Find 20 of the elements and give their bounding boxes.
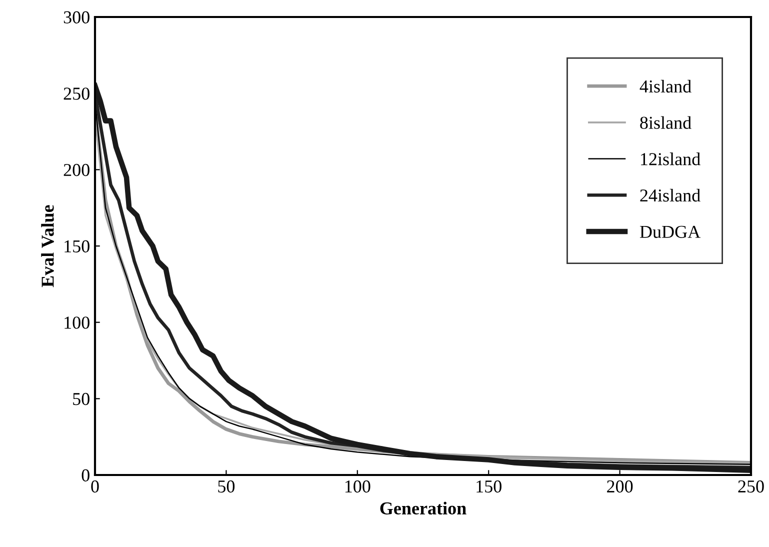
- x-tick-label: 250: [738, 480, 764, 493]
- legend-label: DuDGA: [640, 226, 700, 238]
- y-tick-label: 100: [64, 316, 90, 329]
- legend-label: 12island: [641, 152, 700, 166]
- legend-label: 4island: [640, 80, 692, 93]
- x-tick-label: 200: [607, 480, 633, 493]
- y-axis-title: Eval Value: [41, 205, 54, 288]
- y-tick-label: 300: [64, 11, 90, 24]
- y-tick-label: 0: [82, 469, 90, 482]
- x-tick-label: 150: [476, 480, 502, 493]
- x-tick-label: 100: [345, 480, 370, 493]
- x-axis-title: Generation: [380, 502, 466, 514]
- y-tick-label: 200: [64, 164, 90, 176]
- y-tick-label: 150: [64, 240, 90, 252]
- y-tick-label: 250: [64, 88, 90, 100]
- legend-label: 24island: [640, 188, 700, 202]
- x-tick-label: 50: [218, 480, 235, 493]
- y-tick-label: 50: [73, 392, 90, 406]
- x-tick-label: 0: [91, 480, 99, 493]
- legend-label: 8island: [640, 116, 692, 129]
